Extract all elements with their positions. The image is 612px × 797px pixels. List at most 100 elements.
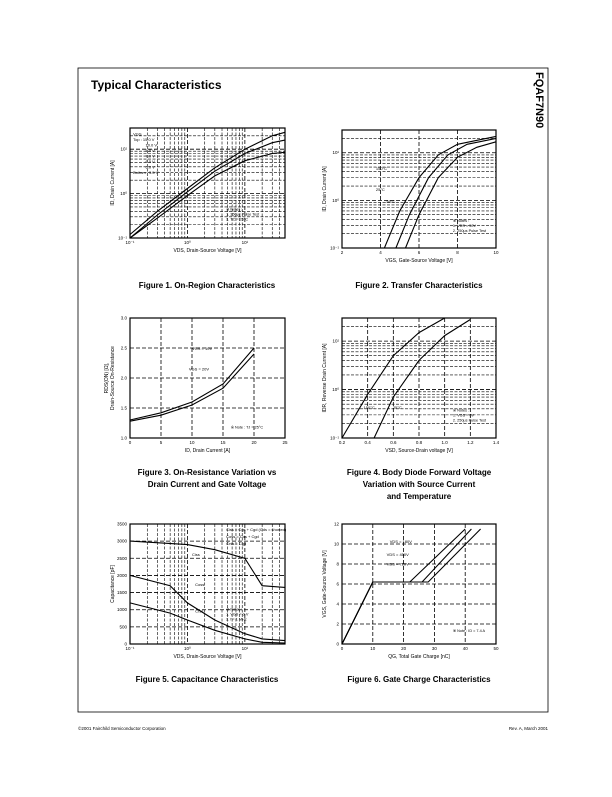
x-tick-label: 10⁻¹: [126, 240, 135, 245]
y-tick-label: 10: [334, 542, 340, 547]
footer-left: ©2001 Fairchild Semiconductor Corporatio…: [78, 725, 166, 731]
figure-caption: Figure 3. On-Resistance Variation vs: [138, 468, 277, 477]
y-tick-label: 6: [336, 582, 339, 587]
figure-caption: Figure 1. On-Region Characteristics: [139, 281, 276, 290]
x-tick-label: 10¹: [242, 240, 249, 245]
y-tick-label: 1.0: [121, 436, 128, 441]
y-tick-label: 10⁻¹: [330, 436, 339, 441]
figure-caption: and Temperature: [387, 492, 452, 501]
plot-frame: [341, 523, 497, 645]
curve: [129, 540, 286, 588]
y-tick-label: 10⁰: [120, 191, 127, 196]
curve: [341, 528, 472, 645]
note: 2. f = 1 MHz: [226, 617, 247, 621]
note: ※ Note : TJ = 25°C: [231, 425, 264, 429]
y-tick-label: 8: [336, 562, 339, 567]
y-axis-label: ID, Drain Current [A]: [110, 160, 116, 206]
figure-caption: Figure 2. Transfer Characteristics: [355, 281, 483, 290]
note: 2. 250μs Pulse Test: [453, 229, 487, 233]
y-tick-label: 3000: [117, 539, 128, 544]
y-axis-label: Drain-Source On-Resistance: [110, 346, 116, 410]
figure-caption: Variation with Source Current: [363, 480, 476, 489]
x-axis-label: VGS, Gate-Source Voltage [V]: [385, 258, 453, 264]
y-tick-label: 10⁰: [332, 387, 339, 392]
x-tick-label: 0: [341, 646, 344, 651]
annotation: VDS = 180V: [390, 539, 412, 544]
x-axis-label: VDS, Drain-Source Voltage [V]: [173, 248, 242, 254]
y-tick-label: 2.0: [121, 376, 128, 381]
x-tick-label: 0.4: [365, 440, 372, 445]
annotation: VGS = 10V: [192, 346, 212, 351]
annotation: 10.0 V: [146, 143, 158, 148]
note: ※ Notes :: [226, 607, 242, 611]
curve: [404, 141, 497, 249]
curve: [129, 602, 286, 644]
annotation: Ciss = Cgs + Cgd (Cds = shorted): [226, 527, 287, 532]
y-axis-label: IDR, Reverse Drain Current [A]: [322, 343, 328, 413]
y-tick-label: 2: [336, 622, 339, 627]
note: 1. VGS = 0V: [453, 414, 475, 418]
note: 1. 250μs Pulse Test: [226, 213, 260, 217]
x-tick-label: 10⁰: [184, 646, 191, 651]
footer-right: Rev. A, March 2001: [509, 726, 549, 731]
x-axis-label: ID, Drain Current [A]: [185, 448, 231, 454]
y-tick-label: 1.5: [121, 406, 128, 411]
x-axis-label: QG, Total Gate Charge [nC]: [388, 654, 450, 660]
y-tick-label: 500: [119, 624, 127, 629]
figure-caption: Figure 5. Capacitance Characteristics: [136, 675, 279, 684]
x-tick-label: 8: [456, 250, 459, 255]
y-tick-label: 1000: [117, 607, 128, 612]
annotation: VGS = 20V: [189, 366, 209, 371]
x-tick-label: 40: [463, 646, 469, 651]
x-tick-label: 30: [432, 646, 438, 651]
x-tick-label: 0.6: [390, 440, 397, 445]
note: ※ Note : ID = 7.4 A: [453, 629, 486, 633]
y-tick-label: 0: [124, 642, 127, 647]
curve: [129, 131, 286, 235]
curve: [373, 319, 471, 439]
x-tick-label: 10: [493, 250, 499, 255]
y-tick-label: 12: [334, 522, 340, 527]
annotation: Top : 15.0 V: [133, 137, 155, 142]
y-tick-label: 3.0: [121, 316, 128, 321]
x-tick-label: 10: [370, 646, 376, 651]
figure-caption: Drain Current and Gate Voltage: [148, 480, 267, 489]
x-tick-label: 20: [251, 440, 257, 445]
x-tick-label: 4: [379, 250, 382, 255]
curve: [129, 139, 286, 239]
x-tick-label: 1.0: [442, 440, 449, 445]
curve: [129, 574, 286, 642]
annotation: Ciss: [192, 552, 200, 557]
annotation: 6.0 V: [146, 165, 156, 170]
note: ※ Notes :: [453, 409, 469, 413]
x-tick-label: 50: [493, 646, 499, 651]
x-axis-label: VSD, Source-Drain voltage [V]: [385, 448, 453, 454]
x-tick-label: 10⁰: [184, 240, 191, 245]
y-tick-label: 2000: [117, 573, 128, 578]
section-title: Typical Characteristics: [91, 78, 222, 92]
annotation: 6.5 V: [146, 159, 156, 164]
annotation: 25°C: [393, 405, 402, 410]
annotation: 25°C: [376, 187, 385, 192]
curve: [395, 137, 497, 249]
x-tick-label: 20: [401, 646, 407, 651]
y-tick-label: 10⁻¹: [330, 246, 339, 251]
y-axis-label: Capacitance [pF]: [110, 564, 116, 602]
y-tick-label: 0: [336, 642, 339, 647]
x-tick-label: 10⁻¹: [126, 646, 135, 651]
annotation: -55°C: [385, 199, 395, 204]
x-tick-label: 10¹: [242, 646, 249, 651]
x-tick-label: 0.2: [339, 440, 346, 445]
x-tick-label: 5: [160, 440, 163, 445]
note: ※ Notes :: [453, 219, 469, 223]
x-tick-label: 25: [282, 440, 288, 445]
annotation: 7.0 V: [146, 154, 156, 159]
note: 1. VDS = 50V: [453, 224, 477, 228]
y-tick-label: 2500: [117, 556, 128, 561]
curve: [129, 347, 255, 421]
x-tick-label: 6: [418, 250, 421, 255]
y-tick-label: 10⁰: [332, 198, 339, 203]
annotation: VDS = 720V: [387, 562, 409, 567]
y-axis-label: VGS, Gate-Source Voltage [V]: [322, 550, 328, 618]
part-number: FQAF7N90: [533, 72, 545, 128]
